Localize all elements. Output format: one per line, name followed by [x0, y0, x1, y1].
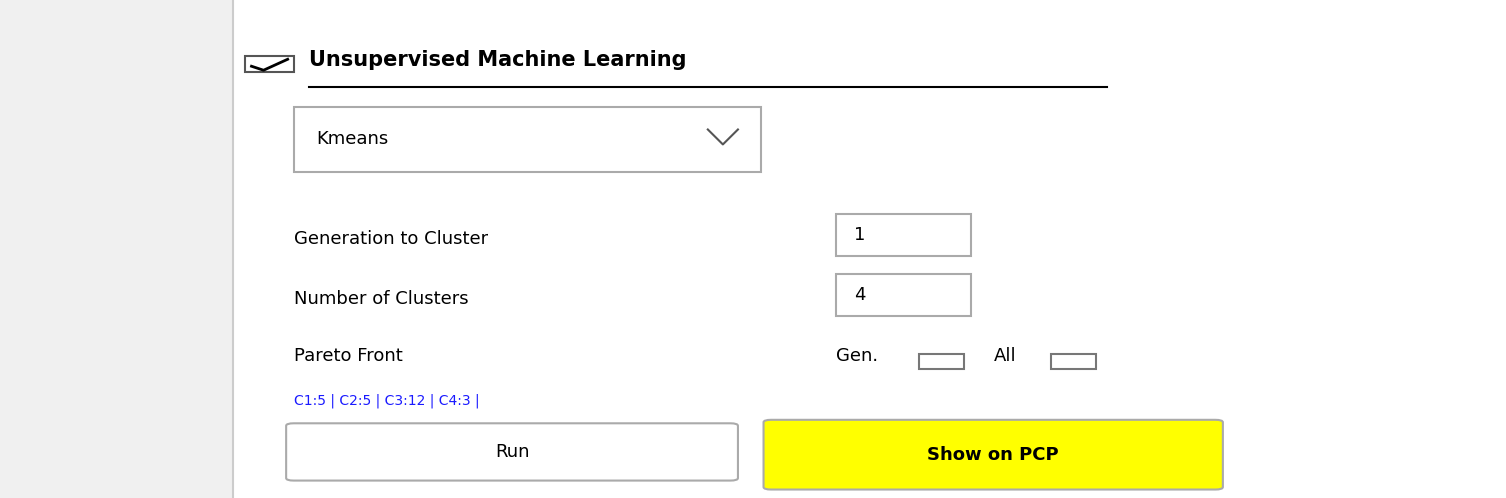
- Text: 1: 1: [854, 226, 866, 245]
- FancyBboxPatch shape: [919, 354, 964, 369]
- Text: Show on PCP: Show on PCP: [928, 446, 1059, 464]
- Text: 4: 4: [854, 286, 866, 304]
- FancyBboxPatch shape: [0, 0, 233, 498]
- Text: Number of Clusters: Number of Clusters: [294, 290, 468, 308]
- FancyBboxPatch shape: [1051, 354, 1096, 369]
- Text: Pareto Front: Pareto Front: [294, 347, 402, 365]
- FancyBboxPatch shape: [294, 107, 761, 172]
- FancyBboxPatch shape: [836, 214, 971, 256]
- Text: C1:5 | C2:5 | C3:12 | C4:3 |: C1:5 | C2:5 | C3:12 | C4:3 |: [294, 393, 479, 408]
- Text: Unsupervised Machine Learning: Unsupervised Machine Learning: [309, 50, 687, 70]
- FancyBboxPatch shape: [286, 423, 738, 481]
- Text: Generation to Cluster: Generation to Cluster: [294, 230, 488, 248]
- Text: Kmeans: Kmeans: [316, 130, 389, 148]
- Text: All: All: [994, 347, 1017, 365]
- FancyBboxPatch shape: [836, 274, 971, 316]
- Text: Run: Run: [495, 443, 529, 461]
- Text: Gen.: Gen.: [836, 347, 878, 365]
- FancyBboxPatch shape: [245, 56, 294, 72]
- FancyBboxPatch shape: [764, 420, 1223, 490]
